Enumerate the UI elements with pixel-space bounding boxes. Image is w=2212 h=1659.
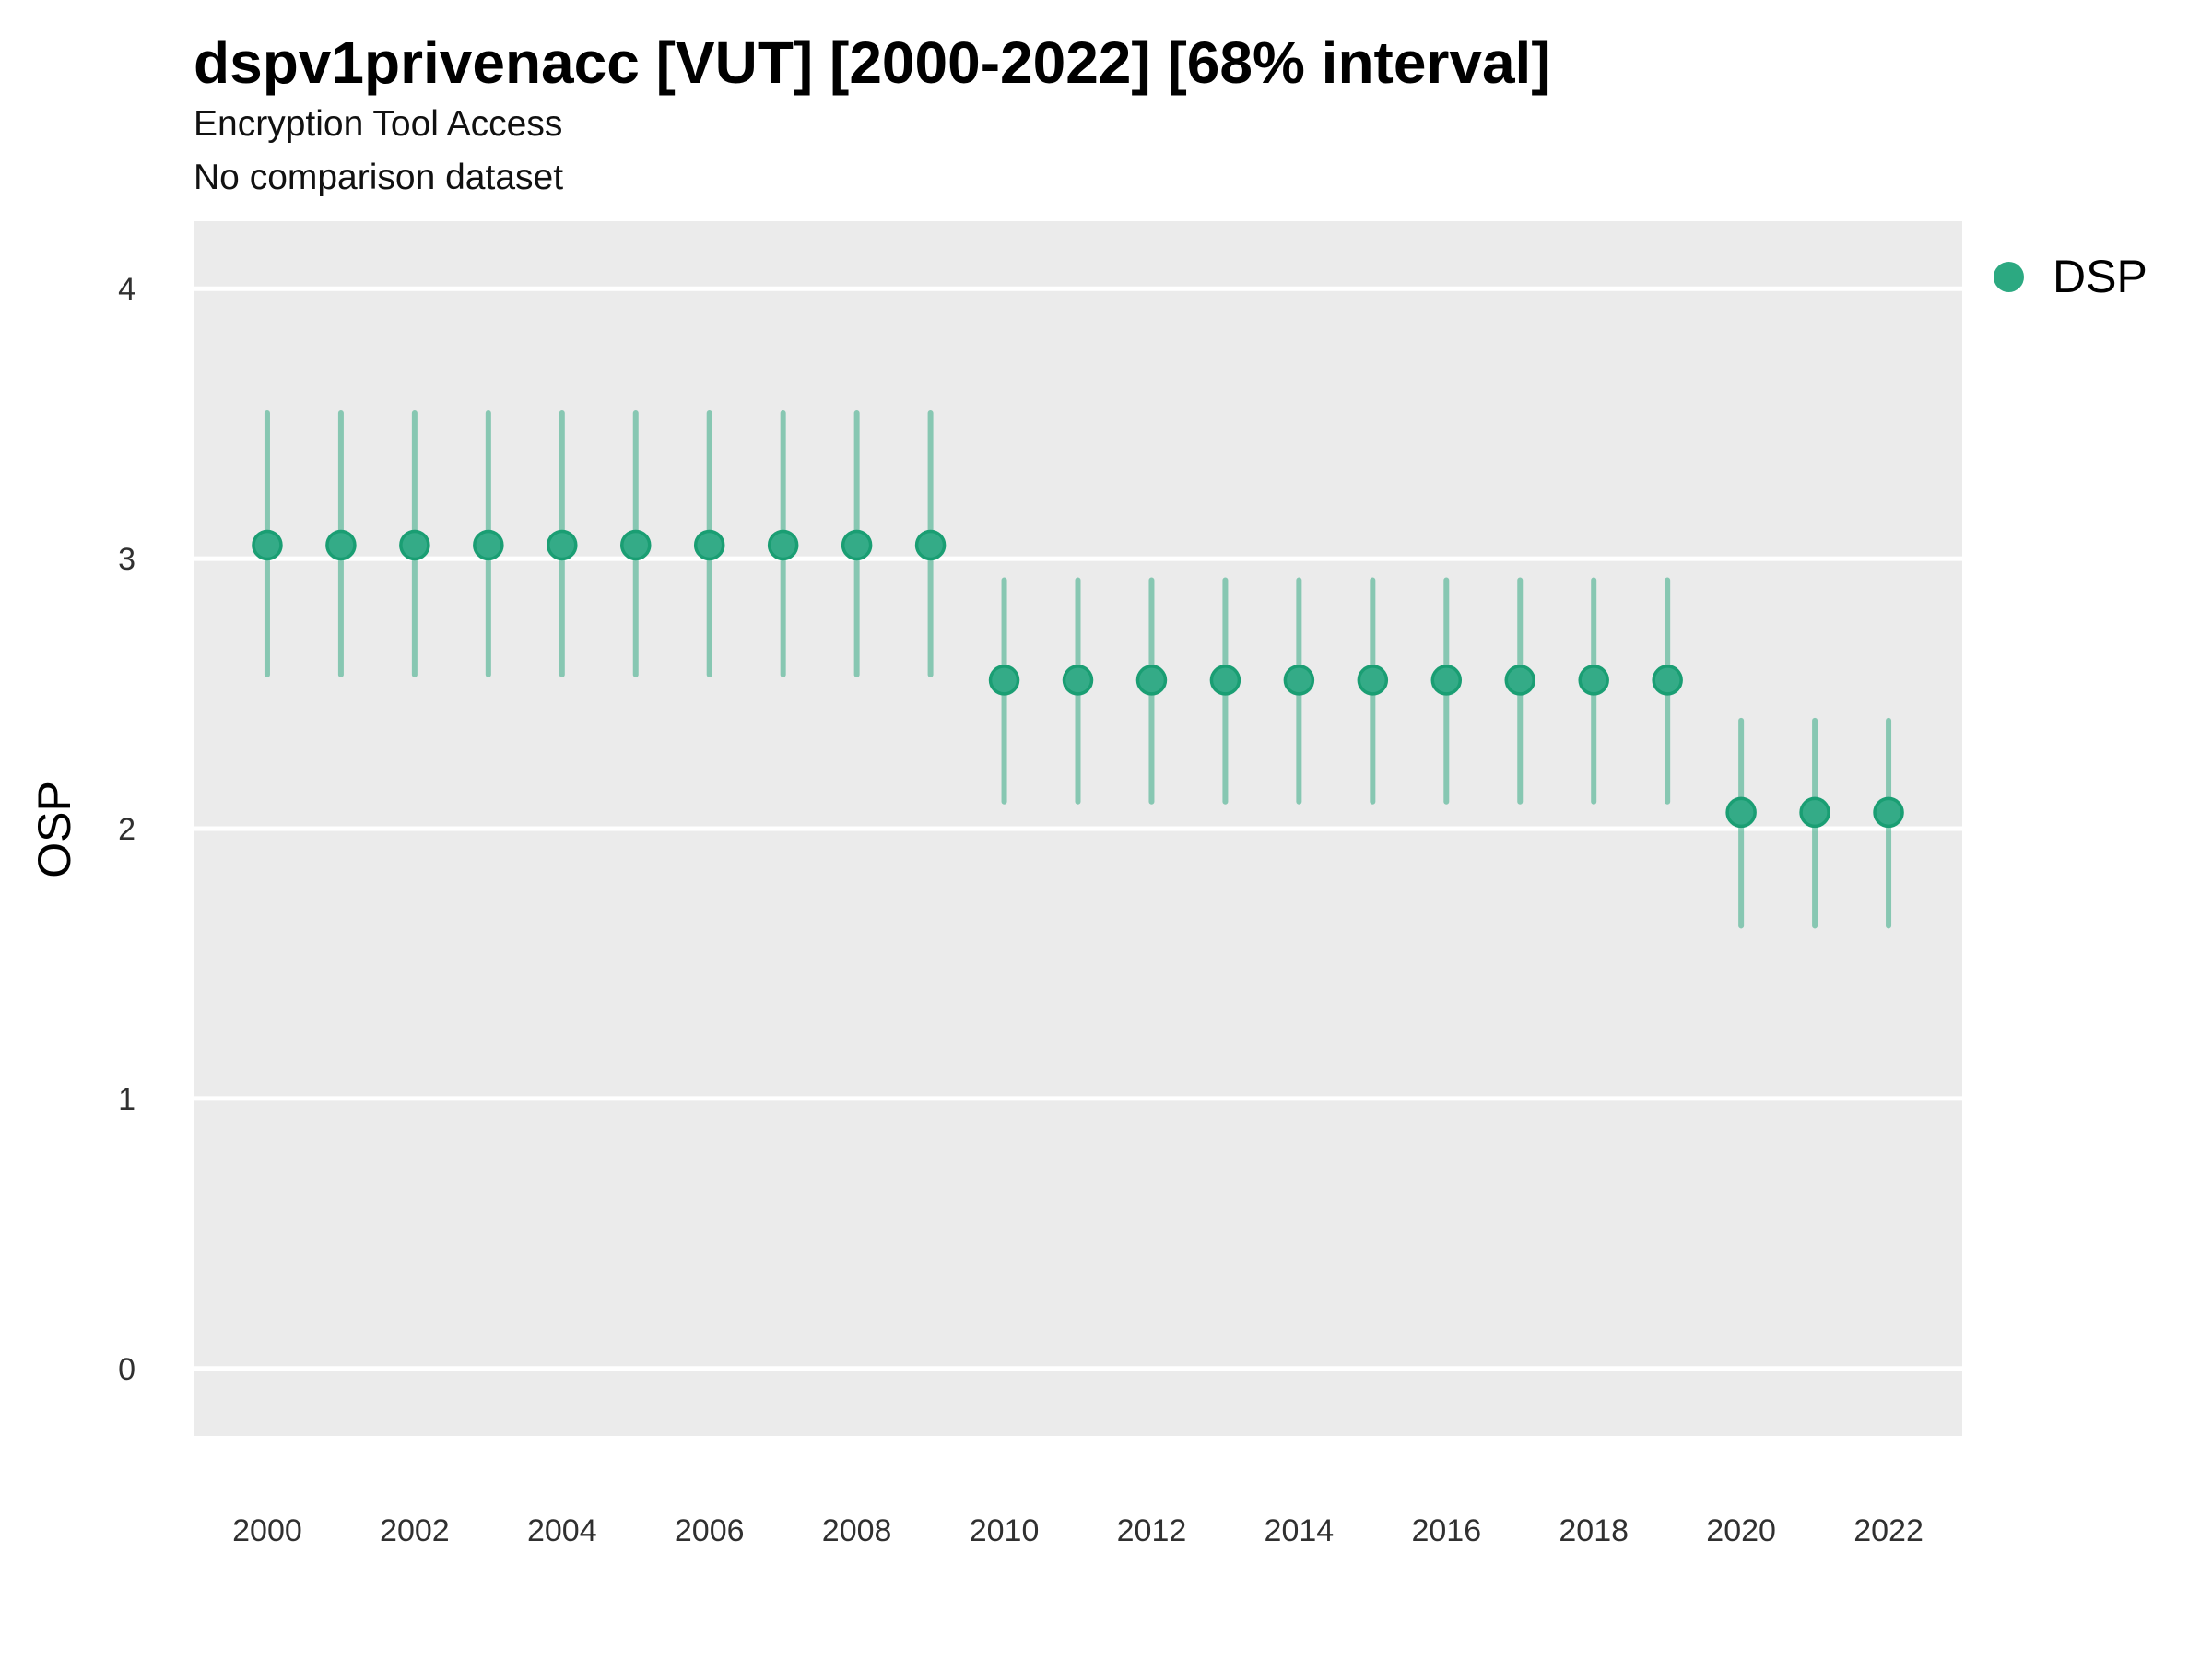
data-point [473, 529, 504, 561]
x-tick-label: 2020 [1706, 1513, 1776, 1548]
x-tick-label: 2016 [1411, 1513, 1481, 1548]
y-tick-label: 0 [118, 1352, 135, 1387]
data-point [1283, 665, 1315, 696]
y-axis-title: OSP [29, 781, 80, 878]
x-tick-label: 2012 [1117, 1513, 1187, 1548]
y-tick-label: 4 [118, 272, 135, 307]
data-point [620, 529, 652, 561]
data-point [325, 529, 357, 561]
x-tick-label: 2010 [970, 1513, 1040, 1548]
x-tick-label: 2004 [527, 1513, 597, 1548]
x-tick-label: 2006 [675, 1513, 745, 1548]
x-tick-label: 2008 [822, 1513, 892, 1548]
data-point [547, 529, 578, 561]
y-tick-label: 1 [118, 1082, 135, 1117]
chart-subtitle: Encryption Tool Access [194, 104, 563, 144]
data-point [767, 529, 799, 561]
x-tick-label: 2018 [1559, 1513, 1629, 1548]
data-point [988, 665, 1020, 696]
chart-title: dspv1privenacc [VUT] [2000-2022] [68% in… [194, 29, 1551, 96]
legend-dot-icon [1994, 261, 2024, 292]
data-point [1504, 665, 1535, 696]
data-point [1725, 796, 1757, 829]
data-point [1357, 665, 1389, 696]
x-tick-label: 2000 [232, 1513, 302, 1548]
data-point [399, 529, 430, 561]
data-point [914, 529, 947, 561]
legend-item-label: DSP [2053, 251, 2147, 302]
data-point [1578, 665, 1609, 696]
legend: DSP [1994, 249, 2147, 304]
data-point [1430, 665, 1463, 696]
data-point [693, 529, 725, 561]
data-point [1135, 665, 1168, 696]
x-tick-label: 2002 [380, 1513, 450, 1548]
data-point [1799, 796, 1830, 829]
data-point [1209, 665, 1241, 696]
data-point [841, 529, 873, 561]
y-tick-label: 2 [118, 812, 135, 847]
data-point [1652, 665, 1683, 696]
data-point [252, 529, 283, 561]
data-point [1062, 665, 1094, 696]
x-tick-label: 2014 [1265, 1513, 1335, 1548]
x-tick-label: 2022 [1853, 1513, 1924, 1548]
chart-note: No comparison dataset [194, 158, 564, 197]
data-point [1873, 796, 1904, 829]
y-tick-label: 3 [118, 542, 135, 577]
